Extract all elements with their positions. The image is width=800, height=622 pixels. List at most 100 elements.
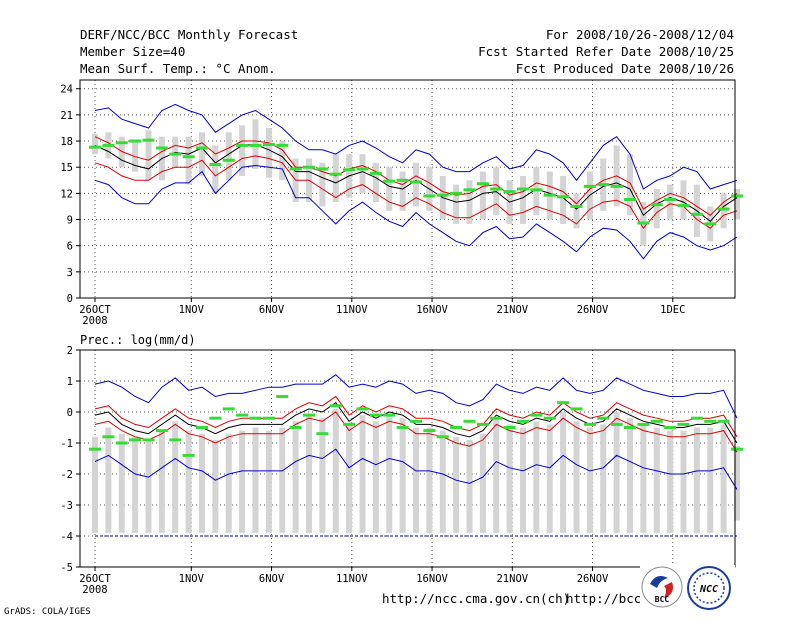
prec-median-mark	[597, 416, 610, 420]
prec-spread-box	[386, 415, 393, 533]
temp-ytick-label: 12	[60, 188, 73, 200]
prec-spread-box	[265, 430, 272, 533]
temp-median-mark	[517, 187, 529, 191]
temp-median-mark	[410, 180, 422, 184]
prec-spread-box	[132, 436, 139, 533]
member-size: Member Size=40	[80, 44, 185, 59]
temp-xtick-label: 1DEC	[660, 304, 685, 316]
prec-median-mark	[316, 432, 329, 436]
temp-median-mark	[276, 143, 289, 147]
temp-median-mark	[717, 207, 730, 211]
prec-spread-box	[653, 427, 660, 533]
prec-spread-box	[680, 430, 687, 533]
temp-median-mark	[543, 193, 556, 197]
temp-ytick-label: 24	[60, 84, 73, 96]
prec-line-max	[94, 374, 738, 419]
temp-spread-box	[720, 193, 727, 229]
prec-ytick-label: 1	[67, 376, 73, 388]
temp-median-mark	[249, 143, 262, 147]
temp-median-mark	[476, 182, 489, 186]
prec-median-mark	[289, 426, 302, 429]
produced-date: Fcst Produced Date 2008/10/26	[516, 61, 734, 76]
temp-median-mark	[664, 197, 677, 201]
temp-median-mark	[142, 138, 155, 142]
temp-line-max	[94, 164, 738, 260]
temp-median-mark	[222, 158, 235, 162]
prec-median-mark	[583, 422, 596, 426]
temp-spread-box	[386, 167, 393, 211]
temp-spread-box	[573, 193, 580, 229]
temp-xtick-label: 6NOV	[259, 304, 285, 316]
prec-median-mark	[690, 416, 703, 420]
temp-median-mark	[731, 194, 743, 198]
temp-ytick-label: 21	[60, 110, 73, 122]
temp-median-mark	[169, 152, 182, 156]
temp-spread-box	[399, 171, 406, 211]
prec-spread-box	[252, 427, 259, 533]
prec-median-mark	[463, 419, 476, 423]
temp-spread-box	[626, 154, 634, 216]
prec-spread-box	[466, 439, 473, 533]
prec-spread-box	[733, 446, 741, 521]
prec-xtick-label: 26NOV	[577, 573, 609, 585]
temp-median-mark	[262, 143, 275, 147]
footer-url-ch[interactable]: http://ncc.cma.gov.cn(ch)	[382, 591, 570, 606]
prec-median-mark	[410, 419, 422, 423]
temp-spread-box	[225, 132, 232, 181]
prec-median-mark	[262, 416, 275, 420]
bcc-logo: BCC	[641, 566, 683, 608]
prec-spread-box	[279, 427, 286, 533]
temp-median-mark	[89, 145, 101, 149]
temp-median-mark	[209, 163, 222, 167]
temp-median-mark	[343, 168, 356, 172]
precipitation-panel: -5 -4 -3 -2 -1 0 1 2 26OCT 1NOV 6NOV 11NOV 16NOV 21NO…	[60, 345, 743, 596]
prec-median-mark	[717, 419, 730, 423]
prec-ytick-label: -3	[60, 500, 73, 512]
temp-spread-box	[279, 141, 286, 181]
prec-spread-box	[626, 418, 634, 533]
prec-spread-box	[359, 415, 366, 533]
temp-median-mark	[115, 141, 128, 145]
temp-median-mark	[196, 146, 208, 150]
temp-median-mark	[570, 204, 583, 208]
temp-median-mark	[369, 171, 382, 175]
temp-median-mark	[423, 194, 436, 198]
temp-median-mark	[102, 143, 115, 147]
prec-spread-box	[372, 421, 379, 533]
prec-spread-box	[158, 430, 165, 533]
footer-url-bcc[interactable]: http://bcc.c	[566, 591, 656, 606]
prec-median-mark	[182, 453, 195, 457]
temp-spread-box	[372, 162, 379, 203]
grads-credit: GrADS: COLA/IGES	[4, 607, 91, 617]
temp-median-mark	[637, 221, 650, 225]
temp-line-upper	[94, 136, 738, 216]
prec-xtick-label: 16NOV	[416, 573, 448, 585]
prec-spread-box	[225, 433, 232, 533]
temp-line-lower	[94, 155, 738, 230]
prec-spread-box	[198, 433, 206, 533]
variable-label: Mean Surf. Temp.: °C Anom.	[80, 61, 276, 76]
prec-median-mark	[236, 413, 249, 417]
temp-median-mark	[704, 222, 717, 226]
prec-median-mark	[396, 426, 409, 429]
prec-median-mark	[249, 416, 262, 420]
temp-median-mark	[530, 188, 543, 192]
temp-xtick-label: 1NOV	[179, 304, 205, 316]
prec-median-mark	[557, 401, 570, 405]
prec-median-mark	[490, 416, 503, 420]
bcc-logo-text: BCC	[655, 595, 670, 604]
temp-median-mark	[610, 184, 623, 188]
temp-median-mark	[624, 197, 636, 201]
temp-spread-box	[265, 127, 272, 178]
prec-median-mark	[530, 413, 543, 417]
prec-median-mark	[503, 426, 516, 429]
prec-spread-box	[185, 430, 192, 533]
temp-spread-box	[239, 125, 246, 176]
prec-median-mark	[222, 407, 235, 411]
temp-xtick-label: 21NOV	[496, 304, 528, 316]
temp-ytick-label: 9	[67, 215, 73, 227]
prec-ytick-label: 2	[67, 345, 73, 357]
temp-spread-box	[91, 134, 99, 155]
temp-spread-box	[479, 171, 486, 220]
temp-median-mark	[490, 187, 503, 191]
